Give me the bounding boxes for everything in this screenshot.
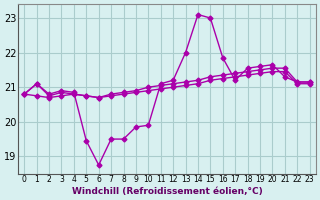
X-axis label: Windchill (Refroidissement éolien,°C): Windchill (Refroidissement éolien,°C) — [72, 187, 262, 196]
